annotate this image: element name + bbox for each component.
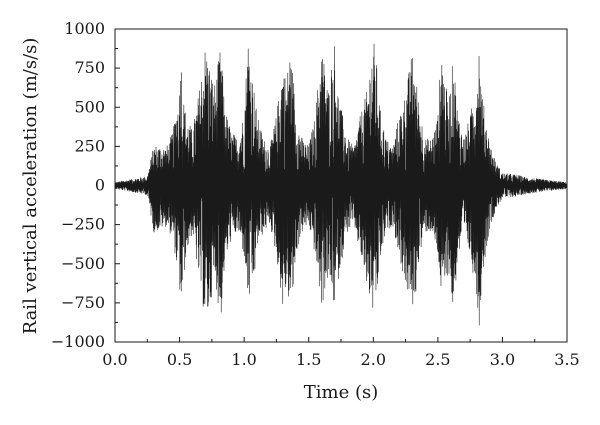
y-tick-label: −1000	[51, 332, 105, 351]
y-tick-label: −250	[61, 215, 105, 234]
x-axis-title: Time (s)	[304, 382, 379, 403]
x-tick-label: 0.0	[102, 350, 127, 369]
y-tick-label: 250	[74, 136, 105, 155]
x-tick-label: 2.5	[425, 350, 450, 369]
y-tick-label: −750	[61, 293, 105, 312]
y-tick-label: −500	[61, 254, 105, 273]
x-tick-label: 2.0	[361, 350, 386, 369]
y-tick-label: 1000	[64, 19, 105, 38]
x-tick-label: 3.5	[554, 350, 579, 369]
x-tick-label: 1.5	[296, 350, 321, 369]
x-tick-label: 0.5	[167, 350, 192, 369]
x-tick-label: 3.0	[490, 350, 515, 369]
x-axis: 0.0 0.5 1.0 1.5 2.0 2.5 3.0 3.5	[102, 337, 580, 369]
acceleration-line	[114, 43, 568, 326]
y-tick-label: 500	[74, 97, 105, 116]
y-axis-title: Rail vertical acceleration (m/s/s)	[20, 38, 41, 335]
y-axis: 1000 750 500 250 0 −250 −500 −750 −1000	[51, 19, 120, 351]
x-tick-label: 1.0	[231, 350, 256, 369]
y-tick-label: 0	[95, 176, 105, 195]
signal-series	[114, 43, 568, 326]
y-tick-label: 750	[74, 58, 105, 77]
